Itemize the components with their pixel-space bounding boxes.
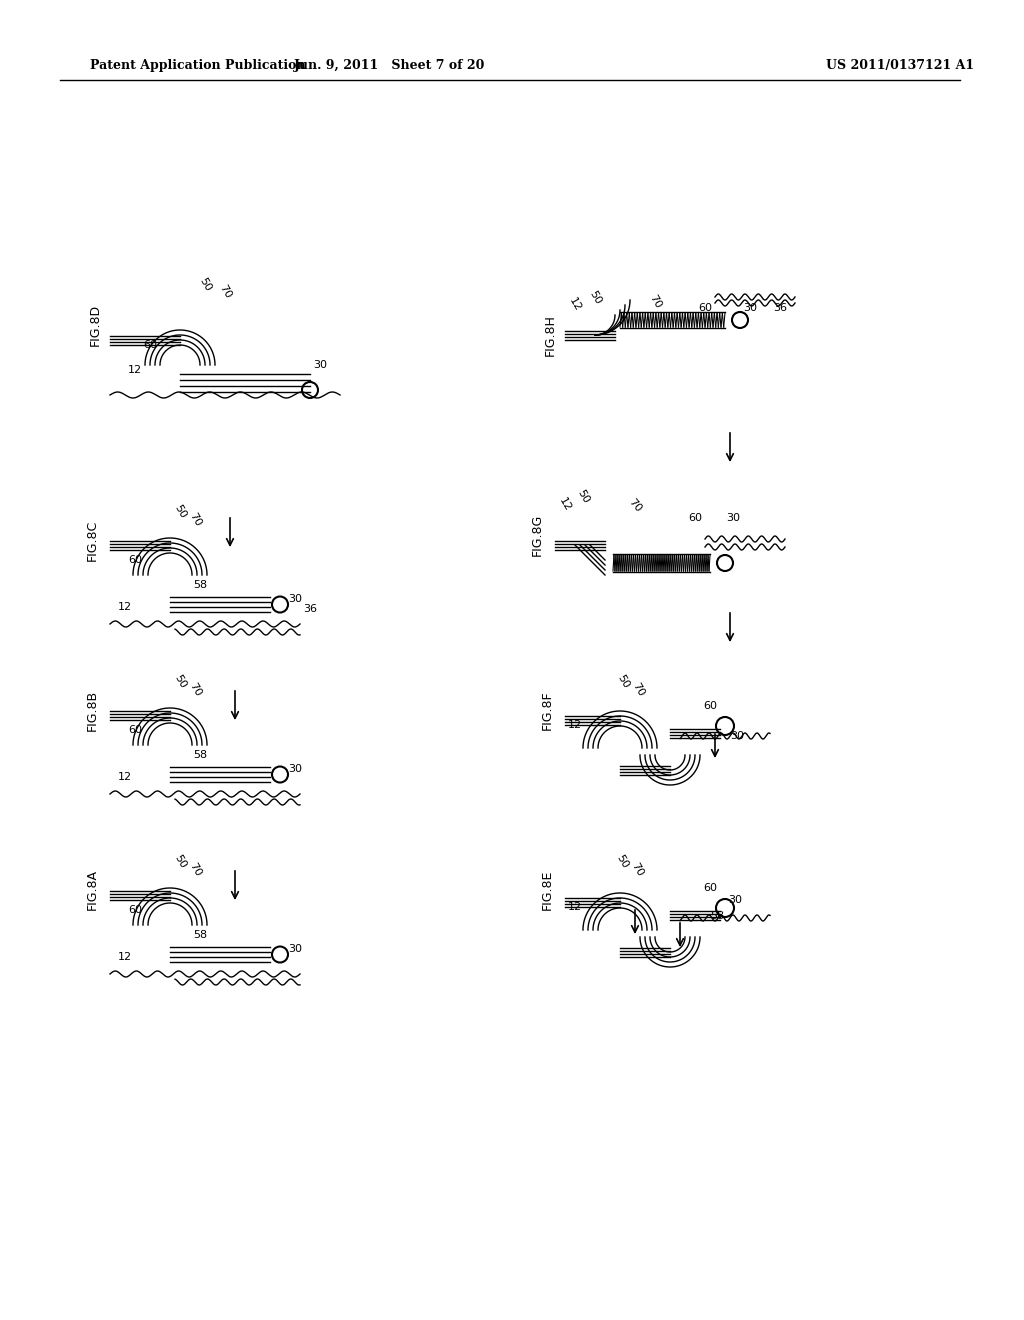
Text: FIG.8H: FIG.8H bbox=[544, 314, 556, 356]
Text: 12: 12 bbox=[567, 297, 583, 314]
Text: 12: 12 bbox=[568, 719, 582, 730]
Text: 70: 70 bbox=[217, 284, 232, 301]
Text: 70: 70 bbox=[187, 511, 203, 528]
Text: 70: 70 bbox=[647, 293, 663, 310]
Text: 58: 58 bbox=[710, 911, 724, 921]
Text: US 2011/0137121 A1: US 2011/0137121 A1 bbox=[826, 58, 974, 71]
Text: 70: 70 bbox=[187, 862, 203, 879]
Text: 30: 30 bbox=[728, 895, 742, 906]
Text: 36: 36 bbox=[303, 605, 317, 615]
Text: 70: 70 bbox=[187, 681, 203, 698]
Text: 50: 50 bbox=[172, 673, 187, 690]
Text: FIG.8G: FIG.8G bbox=[530, 513, 544, 556]
Text: 50: 50 bbox=[198, 276, 213, 293]
Text: 58: 58 bbox=[193, 579, 207, 590]
Text: FIG.8B: FIG.8B bbox=[85, 689, 98, 730]
Text: FIG.8C: FIG.8C bbox=[85, 519, 98, 561]
Text: 58: 58 bbox=[193, 750, 207, 760]
Text: 30: 30 bbox=[726, 513, 740, 523]
Text: FIG.8D: FIG.8D bbox=[88, 304, 101, 346]
Text: 30: 30 bbox=[288, 764, 302, 775]
Text: Jun. 9, 2011   Sheet 7 of 20: Jun. 9, 2011 Sheet 7 of 20 bbox=[294, 58, 485, 71]
Text: 12: 12 bbox=[568, 902, 582, 912]
Text: 60: 60 bbox=[703, 701, 717, 711]
Text: 30: 30 bbox=[313, 360, 327, 370]
Text: 30: 30 bbox=[288, 945, 302, 954]
Text: FIG.8E: FIG.8E bbox=[541, 870, 554, 911]
Text: 50: 50 bbox=[172, 503, 187, 520]
Text: 30: 30 bbox=[743, 304, 757, 313]
Text: 50: 50 bbox=[587, 289, 603, 306]
Text: FIG.8F: FIG.8F bbox=[541, 690, 554, 730]
Text: 12: 12 bbox=[128, 366, 142, 375]
Text: 30: 30 bbox=[288, 594, 302, 605]
Text: 60: 60 bbox=[143, 341, 157, 350]
Text: 58: 58 bbox=[193, 931, 207, 940]
Text: 70: 70 bbox=[630, 681, 646, 698]
Text: 12: 12 bbox=[118, 772, 132, 781]
Text: 60: 60 bbox=[128, 554, 142, 565]
Text: 60: 60 bbox=[128, 906, 142, 915]
Text: 50: 50 bbox=[614, 854, 630, 871]
Text: 36: 36 bbox=[773, 304, 787, 313]
Text: 60: 60 bbox=[703, 883, 717, 894]
Text: 70: 70 bbox=[629, 862, 645, 879]
Text: 12: 12 bbox=[118, 952, 132, 962]
Text: 60: 60 bbox=[128, 725, 142, 735]
Text: 30: 30 bbox=[730, 731, 744, 741]
Text: 12: 12 bbox=[557, 496, 572, 513]
Text: 70: 70 bbox=[627, 496, 643, 513]
Text: FIG.8A: FIG.8A bbox=[85, 870, 98, 911]
Text: Patent Application Publication: Patent Application Publication bbox=[90, 58, 305, 71]
Text: 50: 50 bbox=[172, 854, 187, 871]
Text: 60: 60 bbox=[698, 304, 712, 313]
Text: 50: 50 bbox=[575, 488, 591, 506]
Text: 50: 50 bbox=[615, 673, 631, 690]
Text: 60: 60 bbox=[688, 513, 702, 523]
Text: 12: 12 bbox=[118, 602, 132, 612]
